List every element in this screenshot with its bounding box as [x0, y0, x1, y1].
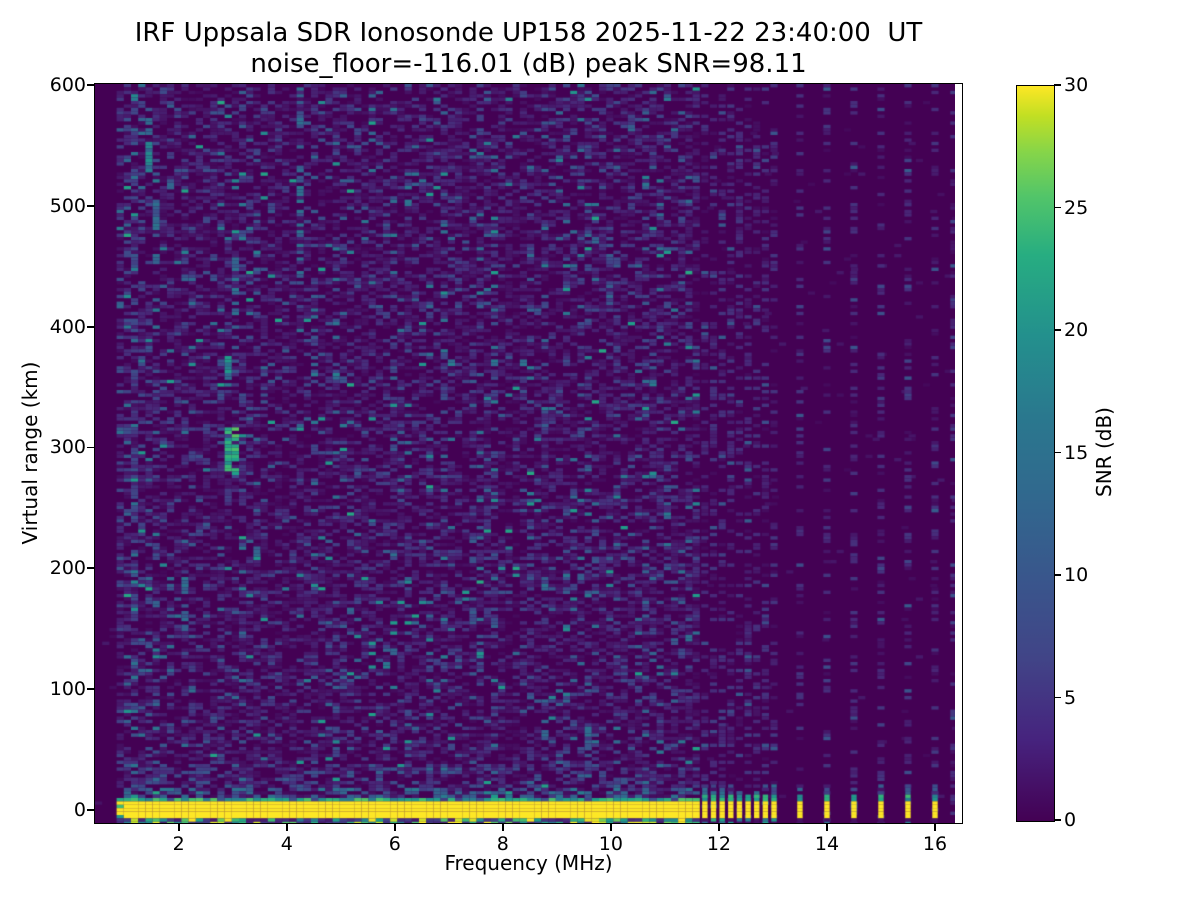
colorbar-tick-label: 0: [1064, 809, 1077, 831]
y-axis-tick-label: 200: [49, 557, 86, 580]
x-axis-tick-label: 2: [172, 833, 185, 855]
colorbar-tick-label: 15: [1064, 441, 1089, 464]
x-axis-tick-label: 8: [496, 833, 509, 855]
colorbar-tick: [1054, 206, 1061, 209]
colorbar-tick-label: 10: [1064, 564, 1089, 586]
colorbar-tick-label: 5: [1064, 686, 1077, 709]
x-axis-tick: [610, 824, 612, 831]
y-axis-tick: [87, 808, 94, 811]
colorbar-tick: [1054, 574, 1061, 576]
x-axis-tick-label: 4: [280, 833, 293, 855]
x-axis-tick-label: 6: [388, 833, 401, 855]
y-axis-tick: [87, 84, 94, 86]
y-axis-tick-label: 500: [49, 194, 86, 217]
y-axis-tick: [87, 325, 94, 328]
y-axis-label: Virtual range (km): [18, 361, 42, 545]
colorbar-tick-label: 20: [1064, 319, 1089, 341]
colorbar-tick: [1054, 451, 1061, 454]
x-axis-tick: [285, 824, 288, 831]
colorbar: [1016, 85, 1055, 822]
y-axis-tick: [87, 688, 94, 690]
y-axis-tick-label: 0: [73, 798, 86, 821]
y-axis-tick-label: 400: [49, 315, 86, 338]
plot-title: IRF Uppsala SDR Ionosonde UP158 2025-11-…: [134, 18, 923, 48]
x-axis-tick: [934, 824, 936, 831]
y-axis-tick-label: 600: [49, 74, 86, 97]
x-axis-tick: [718, 824, 720, 831]
x-axis-tick-label: 16: [922, 833, 948, 855]
x-axis-tick-label: 10: [598, 833, 623, 855]
x-axis-tick: [394, 824, 396, 831]
heatmap-canvas: [95, 84, 955, 823]
x-axis-tick-label: 12: [706, 833, 731, 855]
y-axis-tick-label: 100: [49, 677, 86, 700]
colorbar-tick: [1054, 84, 1061, 86]
y-axis-tick: [87, 567, 94, 569]
x-axis-tick: [826, 824, 828, 831]
colorbar-tick: [1054, 819, 1061, 821]
x-axis-tick: [177, 824, 180, 831]
colorbar-tick: [1054, 329, 1061, 331]
colorbar-tick-label: 30: [1064, 74, 1089, 96]
y-axis-tick: [87, 205, 94, 207]
x-axis-label: Frequency (MHz): [444, 851, 613, 875]
x-axis-tick-label: 14: [814, 833, 840, 855]
colorbar-label: SNR (dB): [1092, 407, 1116, 497]
plot-subtitle: noise_floor=-116.01 (dB) peak SNR=98.11: [250, 49, 807, 79]
colorbar-tick: [1054, 696, 1061, 699]
x-axis-tick: [502, 824, 504, 831]
colorbar-tick-label: 25: [1064, 196, 1089, 219]
y-axis-tick: [87, 446, 94, 449]
y-axis-tick-label: 300: [49, 436, 86, 459]
